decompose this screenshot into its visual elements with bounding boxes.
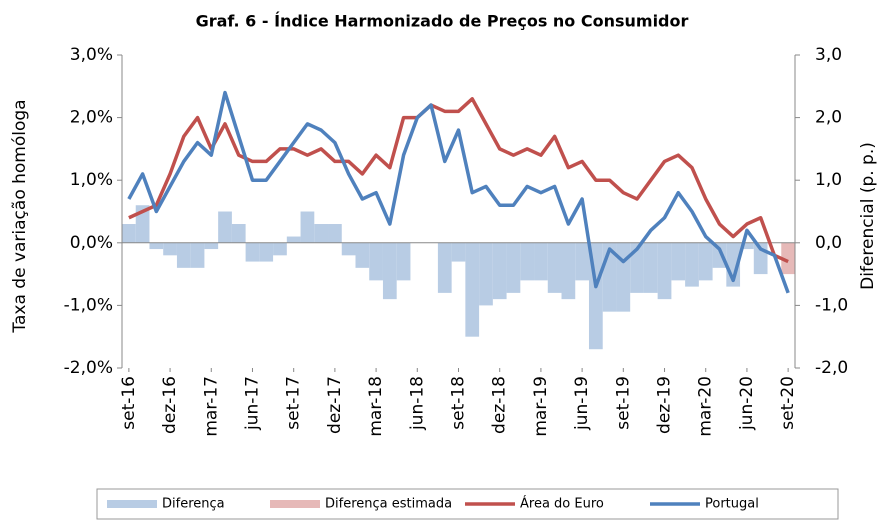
x-tick-label: mar-19 <box>531 376 551 437</box>
legend-label: Área do Euro <box>520 496 604 512</box>
bar <box>561 242 576 300</box>
bar <box>520 242 535 281</box>
y2-tick-label: 2,0 <box>815 108 842 128</box>
bar <box>465 242 480 337</box>
legend-label: Diferença <box>162 497 225 512</box>
x-tick-label: mar-18 <box>366 376 386 437</box>
bar <box>643 242 658 293</box>
line <box>128 97 789 264</box>
bar <box>547 242 562 293</box>
x-tick-label: jun-17 <box>242 376 262 431</box>
bar <box>163 242 177 256</box>
bar <box>781 242 795 275</box>
bar <box>149 242 164 250</box>
bar <box>451 242 466 262</box>
y2-tick-label: -1,0 <box>815 295 848 315</box>
x-tick-label: dez-17 <box>325 376 345 434</box>
x-tick-label: set-19 <box>613 376 633 430</box>
bar <box>492 242 507 300</box>
bar <box>671 242 686 281</box>
x-tick-label: set-20 <box>778 376 798 430</box>
bar <box>204 242 219 250</box>
x-tick-label: jun-20 <box>737 376 757 431</box>
y2-tick-label: -2,0 <box>815 358 848 378</box>
line <box>127 90 790 294</box>
x-tick-label: mar-20 <box>696 376 716 437</box>
bar <box>506 242 521 293</box>
y-tick-label: 1,0% <box>70 170 113 190</box>
bar <box>685 242 699 287</box>
bar <box>176 242 191 268</box>
legend-label: Diferença estimada <box>325 497 452 512</box>
y2-tick-label: 0,0 <box>815 233 842 253</box>
bar <box>314 224 329 243</box>
bar <box>245 242 260 262</box>
bar <box>657 242 672 300</box>
y2-axis-label: Diferencial (p. p.) <box>858 142 878 290</box>
bar <box>259 242 274 262</box>
y-tick-label: 0,0% <box>70 233 113 253</box>
bar <box>273 242 287 256</box>
bar <box>122 224 136 243</box>
x-tick-label: set-18 <box>449 376 469 430</box>
y-tick-label: -2,0% <box>64 358 113 378</box>
x-tick-label: set-17 <box>284 376 304 430</box>
x-tick-label: set-16 <box>119 376 139 430</box>
x-tick-label: jun-18 <box>407 376 427 431</box>
bar <box>382 242 397 300</box>
bar <box>437 242 452 293</box>
legend-box <box>96 488 839 520</box>
legend-swatch <box>270 500 320 508</box>
bar <box>190 242 205 268</box>
bar <box>575 242 589 281</box>
x-tick-label: dez-16 <box>160 376 180 434</box>
bar <box>300 211 315 243</box>
bar <box>286 236 301 243</box>
bar <box>231 224 246 243</box>
bar <box>218 211 232 243</box>
bar <box>698 242 713 281</box>
bar <box>479 242 493 306</box>
bar <box>534 242 548 281</box>
y-tick-label: -1,0% <box>64 295 113 315</box>
y-axis-label: Taxa de variação homóloga <box>10 99 30 333</box>
bar <box>341 242 356 256</box>
bar <box>328 224 342 243</box>
y2-tick-label: 1,0 <box>815 170 842 190</box>
bar <box>355 242 370 268</box>
x-tick-label: dez-19 <box>655 376 675 434</box>
legend-label: Portugal <box>705 497 759 512</box>
y-tick-label: 3,0% <box>70 45 113 65</box>
bar <box>396 242 411 281</box>
y2-tick-label: 3,0 <box>815 45 842 65</box>
x-tick-label: dez-18 <box>490 376 510 434</box>
bar <box>712 242 727 268</box>
bar <box>630 242 644 293</box>
y-tick-label: 2,0% <box>70 108 113 128</box>
bar <box>369 242 383 281</box>
bar <box>740 242 754 250</box>
legend-swatch <box>107 500 157 508</box>
bar <box>616 242 631 312</box>
x-tick-label: jun-19 <box>572 376 592 431</box>
chart-title: Graf. 6 - Índice Harmonizado de Preços n… <box>196 12 689 31</box>
x-tick-label: mar-17 <box>201 376 221 437</box>
